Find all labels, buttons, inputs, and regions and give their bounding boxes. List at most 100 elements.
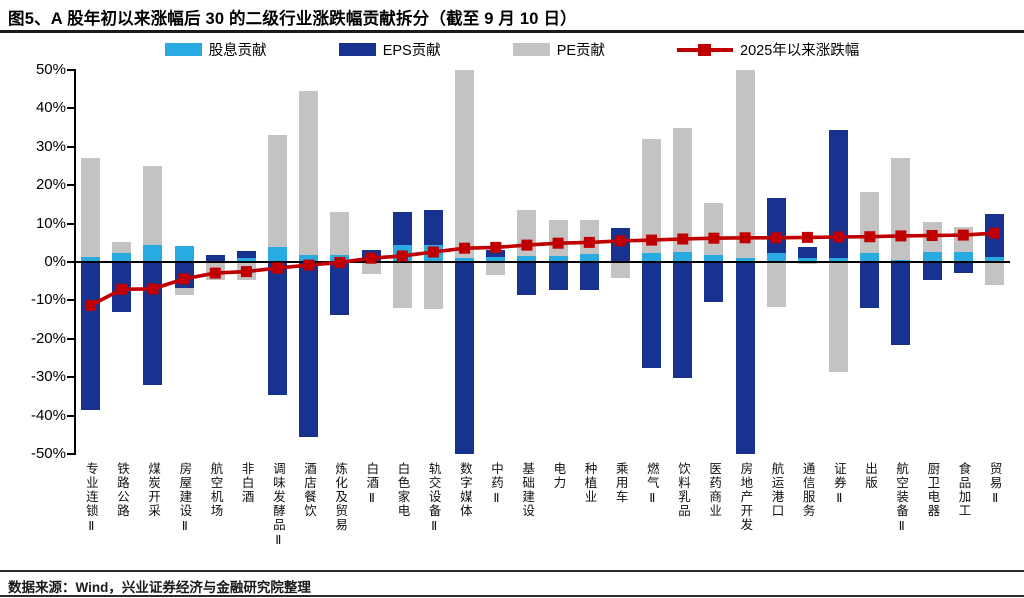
eps-segment <box>704 262 724 302</box>
y-tick-label: 0% <box>44 253 66 270</box>
total-change-marker <box>272 262 284 274</box>
total-change-marker <box>365 252 377 264</box>
y-tick-label: 30% <box>35 137 66 155</box>
dividend-segment <box>486 256 506 262</box>
legend-label: EPS贡献 <box>382 43 441 59</box>
title-divider <box>0 30 1024 33</box>
eps-segment <box>455 262 475 454</box>
total-change-marker <box>427 246 439 258</box>
x-axis-label: 燃气Ⅱ <box>644 462 659 507</box>
eps-segment <box>330 262 350 315</box>
total-change-marker <box>209 267 221 279</box>
legend-label: 股息贡献 <box>208 43 267 59</box>
pe-segment <box>361 262 381 274</box>
eps-segment <box>673 262 693 378</box>
pe-segment <box>143 166 163 246</box>
x-axis-label: 房地产开发 <box>738 462 753 532</box>
dividend-segment <box>579 253 599 262</box>
pe-segment <box>423 262 443 309</box>
chart-legend: 股息贡献 EPS贡献 PE贡献 2025年以来涨跌幅 <box>0 39 1024 60</box>
x-axis-label: 饮料乳品 <box>676 462 690 518</box>
y-axis-tick <box>67 184 75 187</box>
y-axis-tick <box>67 261 75 263</box>
y-tick-label: 20% <box>35 176 66 194</box>
y-axis-tick <box>67 107 75 110</box>
x-axis-label: 乘用车 <box>613 462 628 504</box>
pe-segment <box>984 262 1004 286</box>
dividend-segment <box>704 255 724 262</box>
x-axis-label: 航运港口 <box>769 462 784 518</box>
pe-segment <box>735 70 755 259</box>
y-axis-tick <box>67 453 75 455</box>
total-change-marker <box>801 231 813 243</box>
y-axis-tick <box>67 145 75 148</box>
x-axis-label: 医药商业 <box>707 462 722 518</box>
y-tick-label: -10% <box>30 291 66 309</box>
total-change-line-layer <box>85 227 1000 311</box>
total-change-marker <box>303 259 315 271</box>
pe-segment <box>268 135 288 248</box>
dividend-segment <box>112 252 132 262</box>
total-change-marker <box>147 283 159 295</box>
eps-segment <box>548 262 568 291</box>
eps-segment <box>953 262 973 274</box>
y-axis-tick <box>67 69 75 71</box>
dividend-segment <box>455 257 475 262</box>
dividend-segment <box>922 251 942 262</box>
total-change-marker <box>770 232 782 244</box>
y-tick-label: 10% <box>35 214 66 232</box>
y-axis-tick <box>67 414 75 417</box>
x-axis-label: 数字媒体 <box>457 462 472 518</box>
y-axis-tick <box>67 337 75 340</box>
legend-marker-square <box>698 43 712 56</box>
legend-label: 2025年以来涨跌幅 <box>740 43 860 59</box>
x-axis-label: 基础建设 <box>520 462 535 518</box>
total-change-marker <box>396 250 408 262</box>
total-change-marker <box>583 236 595 248</box>
pe-segment <box>673 127 693 252</box>
total-change-marker <box>957 229 969 241</box>
page-bottom-border <box>0 595 1024 597</box>
eps-segment <box>81 262 101 410</box>
footer-divider <box>0 570 1024 572</box>
pe-segment <box>829 262 849 372</box>
data-source-note: 数据来源：Wind，兴业证券经济与金融研究院整理 <box>8 580 311 595</box>
y-axis-tick <box>67 299 75 302</box>
eps-segment <box>423 209 443 246</box>
y-tick-label: -50% <box>30 445 66 462</box>
eps-segment <box>236 250 256 258</box>
pe-segment <box>610 262 630 279</box>
x-axis-label: 厨卫电器 <box>925 462 940 518</box>
pe-segment <box>642 139 662 254</box>
pe-segment <box>330 211 350 256</box>
dividend-segment <box>860 253 880 262</box>
x-axis-label: 航空装备Ⅱ <box>894 462 909 535</box>
total-change-marker <box>178 273 190 285</box>
dividend-segment <box>299 255 319 262</box>
total-change-marker <box>739 232 751 244</box>
dividend-segment <box>517 255 537 262</box>
dividend-segment <box>174 245 194 262</box>
x-axis-labels: 专业连锁Ⅱ 铁路公路 煤炭开采 房屋建设Ⅱ 航空机场 非白酒 调味发酵品Ⅱ 酒店餐饮 炼化及贸易… <box>75 462 1010 570</box>
total-change-marker <box>895 230 907 242</box>
total-change-marker <box>459 242 471 254</box>
eps-segment <box>829 129 849 259</box>
dividend-segment <box>953 251 973 262</box>
x-axis-label: 炼化及贸易 <box>333 462 348 532</box>
total-change-marker <box>926 230 938 241</box>
pe-segment <box>299 90 319 256</box>
dividend-segment <box>829 258 849 262</box>
x-axis-label: 铁路公路 <box>115 462 129 518</box>
x-axis-label: 通信服务 <box>800 462 815 518</box>
x-axis-label: 白色家电 <box>395 462 410 518</box>
x-axis-label: 出版 <box>863 462 877 490</box>
total-change-marker <box>677 233 689 245</box>
eps-segment <box>891 262 911 345</box>
pe-segment <box>112 241 132 253</box>
eps-segment <box>392 211 412 246</box>
dividend-segment <box>236 257 256 262</box>
dividend-segment <box>735 258 755 262</box>
dividend-segment <box>548 255 568 262</box>
total-change-marker <box>85 299 97 311</box>
pe-segment <box>766 262 786 307</box>
